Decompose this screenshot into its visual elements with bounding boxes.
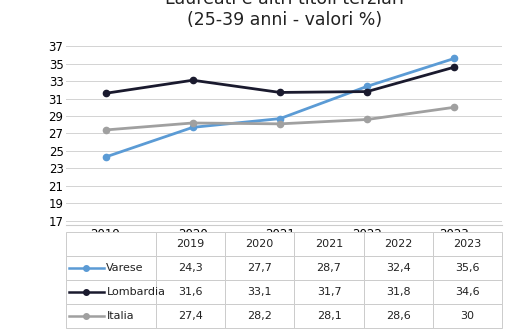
Text: 2021: 2021 — [314, 239, 343, 249]
Bar — [66, 304, 155, 328]
Text: 30: 30 — [460, 311, 474, 321]
Bar — [432, 232, 501, 256]
Text: Varese: Varese — [106, 263, 144, 273]
Bar — [224, 280, 294, 304]
Bar — [294, 304, 363, 328]
Text: Lombardia: Lombardia — [106, 287, 165, 297]
Text: 32,4: 32,4 — [385, 263, 410, 273]
Text: 31,6: 31,6 — [178, 287, 202, 297]
Bar — [432, 280, 501, 304]
Text: 2019: 2019 — [176, 239, 204, 249]
Text: 28,1: 28,1 — [316, 311, 341, 321]
Text: 27,4: 27,4 — [178, 311, 203, 321]
Text: 28,6: 28,6 — [385, 311, 410, 321]
Bar — [363, 232, 432, 256]
Text: 31,7: 31,7 — [316, 287, 341, 297]
Title: Laureati e altri titoli terziari
(25-39 anni - valori %): Laureati e altri titoli terziari (25-39 … — [164, 0, 403, 29]
Bar — [224, 304, 294, 328]
Bar — [66, 256, 155, 280]
Bar — [224, 256, 294, 280]
Text: 24,3: 24,3 — [178, 263, 203, 273]
Text: 28,7: 28,7 — [316, 263, 341, 273]
Text: 2022: 2022 — [383, 239, 412, 249]
Bar — [294, 256, 363, 280]
Bar — [363, 304, 432, 328]
Text: Italia: Italia — [106, 311, 134, 321]
Bar — [363, 280, 432, 304]
Text: 27,7: 27,7 — [247, 263, 272, 273]
Bar — [294, 232, 363, 256]
Text: 33,1: 33,1 — [247, 287, 271, 297]
Text: 31,8: 31,8 — [385, 287, 410, 297]
Text: 28,2: 28,2 — [247, 311, 272, 321]
Text: 2020: 2020 — [245, 239, 273, 249]
Text: 34,6: 34,6 — [455, 287, 479, 297]
Bar — [294, 280, 363, 304]
Bar — [66, 232, 155, 256]
Bar — [66, 280, 155, 304]
Bar — [155, 232, 224, 256]
Bar — [155, 256, 224, 280]
Text: 2023: 2023 — [453, 239, 481, 249]
Bar — [432, 256, 501, 280]
Text: 35,6: 35,6 — [455, 263, 479, 273]
Bar — [432, 304, 501, 328]
Bar — [224, 232, 294, 256]
Bar — [363, 256, 432, 280]
Bar — [155, 280, 224, 304]
Bar — [155, 304, 224, 328]
